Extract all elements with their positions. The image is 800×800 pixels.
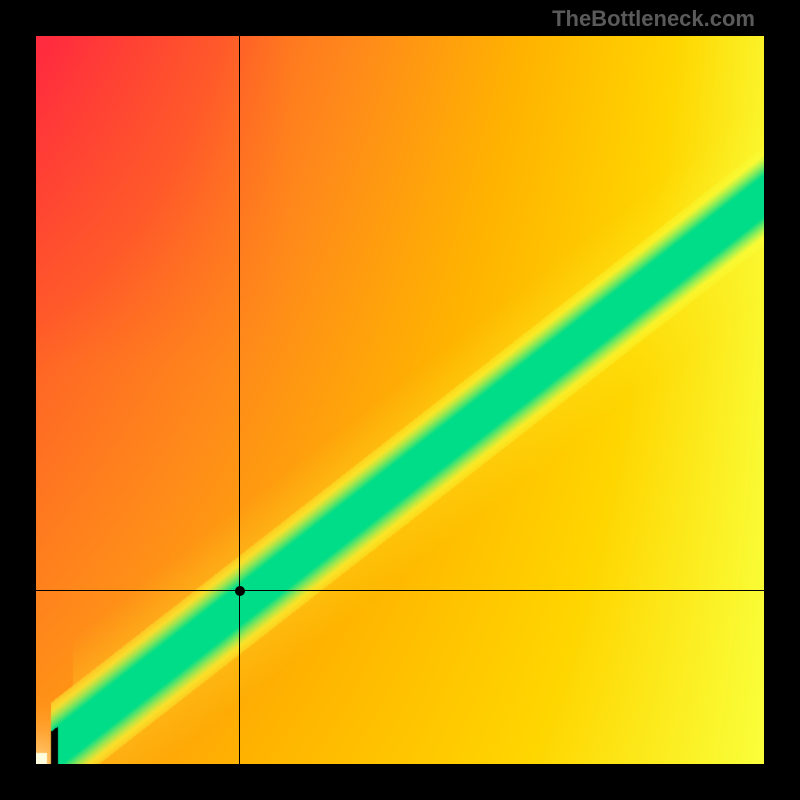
plot-border-bottom xyxy=(34,764,766,766)
watermark-text: TheBottleneck.com xyxy=(552,6,755,32)
crosshair-horizontal xyxy=(36,590,764,591)
plot-border-left xyxy=(34,34,36,766)
plot-border-top xyxy=(34,34,766,36)
plot-border-right xyxy=(764,34,766,766)
heatmap-plot xyxy=(36,36,764,764)
crosshair-vertical xyxy=(239,36,240,764)
heatmap-canvas xyxy=(36,36,764,764)
crosshair-marker xyxy=(235,586,245,596)
